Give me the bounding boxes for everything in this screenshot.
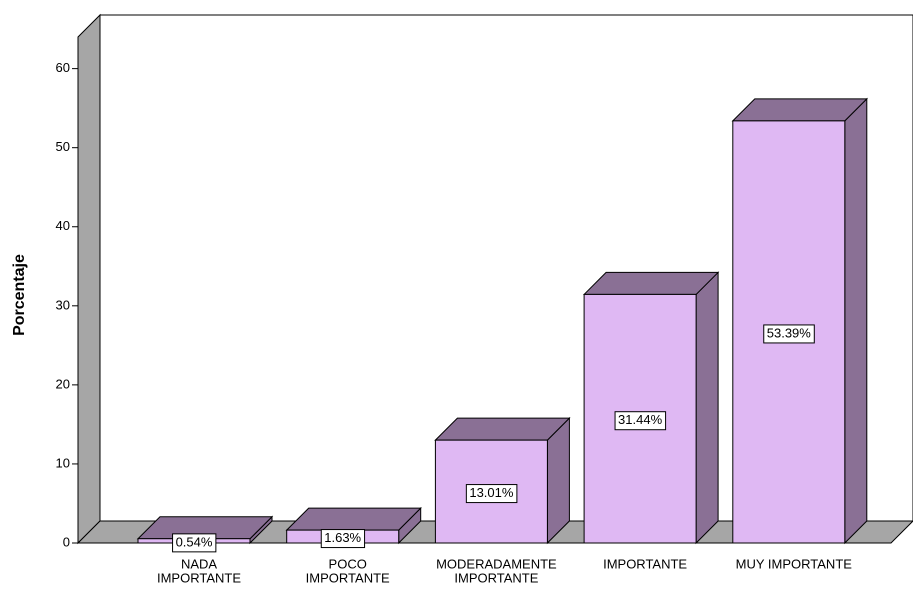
y-tick-label: 60 (56, 60, 70, 75)
x-tick-label: MUY IMPORTANTE (736, 556, 853, 571)
x-tick-label: IMPORTANTE (306, 570, 390, 585)
value-label-box (465, 484, 518, 504)
y-tick-label: 0 (63, 534, 70, 549)
value-label-box (614, 411, 667, 431)
bar-top (731, 98, 869, 122)
bar-top (582, 271, 720, 295)
y-tick-label: 50 (56, 139, 70, 154)
bar (731, 97, 869, 545)
y-tick-label: 40 (56, 218, 70, 233)
value-label-box (172, 533, 217, 553)
value-label: 13.01% (469, 485, 514, 500)
x-tick-label: MODERADAMENTE (436, 556, 557, 571)
y-axis-label: Porcentaje (11, 254, 28, 336)
bar (434, 416, 571, 545)
value-label-box (763, 324, 815, 344)
left-wall (77, 13, 101, 545)
bar (582, 271, 720, 545)
value-label: 53.39% (767, 325, 812, 340)
bar-side (695, 271, 719, 545)
value-label: 0.54% (176, 534, 213, 549)
x-tick-label: IMPORTANTE (603, 556, 687, 571)
y-tick-label: 30 (56, 297, 70, 312)
x-tick-label: POCO (329, 556, 367, 571)
x-tick-label: NADA (181, 556, 217, 571)
x-tick-label: IMPORTANTE (157, 570, 241, 585)
bar-top (434, 417, 571, 441)
x-tick-label: IMPORTANTE (454, 570, 538, 585)
value-label-box (320, 529, 366, 549)
y-tick-label: 10 (56, 455, 70, 470)
bar-side (844, 97, 868, 545)
bar (285, 506, 422, 545)
bar-top (285, 507, 422, 531)
value-label: 31.44% (618, 412, 663, 427)
value-label: 1.63% (324, 530, 361, 545)
y-tick-label: 20 (56, 376, 70, 391)
